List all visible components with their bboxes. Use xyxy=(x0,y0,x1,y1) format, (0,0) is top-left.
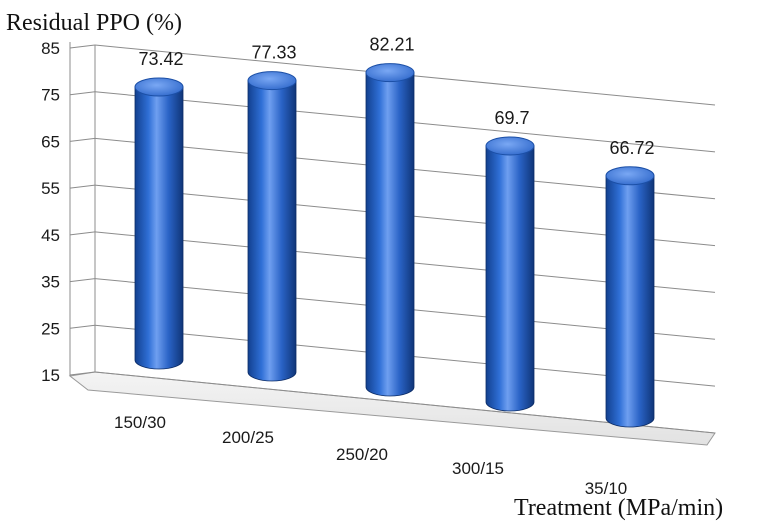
bar-body xyxy=(134,86,184,370)
bar-body xyxy=(365,72,415,397)
y-tick-label: 65 xyxy=(41,132,60,151)
y-tick-label: 85 xyxy=(41,39,60,58)
data-label: 66.72 xyxy=(609,138,654,158)
bar-top xyxy=(365,63,415,83)
data-label: 69.7 xyxy=(494,108,529,128)
bar xyxy=(247,71,297,382)
x-tick-label: 150/30 xyxy=(114,413,166,432)
y-tick-label: 25 xyxy=(41,319,60,338)
y-axis-title: Residual PPO (%) xyxy=(6,10,182,36)
x-tick-label: 35/10 xyxy=(585,479,628,498)
x-tick-label: 200/25 xyxy=(222,428,274,447)
y-tick-label: 15 xyxy=(41,366,60,385)
bar-top xyxy=(134,77,184,97)
y-tick-labels: 15 25 35 45 55 65 75 85 xyxy=(41,39,60,385)
data-label: 82.21 xyxy=(369,35,414,55)
bar-top xyxy=(485,136,535,156)
x-category-labels: 150/30 200/25 250/20 300/15 35/10 xyxy=(114,413,627,498)
bar-body xyxy=(247,80,297,382)
y-tick-label: 75 xyxy=(41,86,60,105)
x-tick-label: 250/20 xyxy=(336,445,388,464)
data-labels: 73.42 77.33 82.21 69.7 66.72 xyxy=(138,35,654,158)
bar xyxy=(365,63,415,397)
data-label: 77.33 xyxy=(251,43,296,63)
data-label: 73.42 xyxy=(138,49,183,69)
bar xyxy=(134,77,184,370)
bars xyxy=(134,63,655,428)
bar-top xyxy=(247,71,297,91)
y-tick-label: 35 xyxy=(41,273,60,292)
bar-top xyxy=(605,166,655,186)
bar-body xyxy=(605,175,655,428)
x-tick-label: 300/15 xyxy=(452,459,504,478)
y-tick-label: 55 xyxy=(41,179,60,198)
bar-body xyxy=(485,145,535,412)
bar xyxy=(605,166,655,428)
x-axis-title: Treatment (MPa/min) xyxy=(514,495,723,521)
y-tick-label: 45 xyxy=(41,226,60,245)
bar xyxy=(485,136,535,412)
